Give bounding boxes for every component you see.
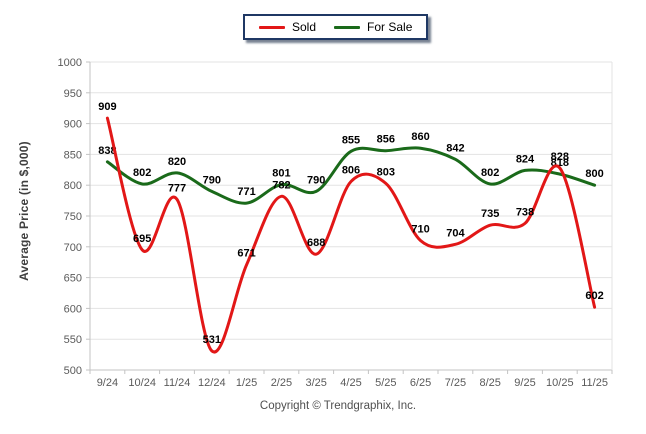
data-label: 801 [272,168,290,180]
data-label: 860 [411,131,429,143]
legend-item-for-sale: For Sale [334,21,412,33]
data-label: 710 [411,224,429,236]
y-tick-label: 650 [64,273,82,285]
copyright-text: Copyright © Trendgraphix, Inc. [259,400,417,412]
x-tick-label: 5/25 [375,377,396,389]
data-label: 909 [98,101,116,113]
data-label: 800 [585,168,603,180]
data-label: 855 [342,134,360,146]
x-tick-label: 11/24 [164,377,191,389]
data-label: 842 [446,142,464,154]
data-label: 856 [377,134,395,146]
series-line-sold [105,116,597,354]
x-tick-label: 10/25 [546,377,574,389]
y-tick-label: 600 [64,303,82,315]
data-label: 838 [98,145,116,157]
y-tick-label: 500 [64,365,82,377]
x-tick-label: 1/25 [236,377,257,389]
data-label: 820 [168,156,186,168]
data-label: 688 [307,237,325,249]
y-tick-label: 950 [64,88,82,100]
y-tick-label: 700 [64,242,82,254]
data-label: 704 [446,227,465,239]
x-tick-label: 6/25 [410,377,431,389]
x-tick-label: 7/25 [445,377,466,389]
chart-legend: Sold For Sale [243,14,429,40]
data-label: 803 [377,166,395,178]
data-label: 735 [481,208,499,220]
series-line-for-sale [105,146,597,205]
y-tick-label: 1000 [58,57,82,69]
x-tick-label: 9/24 [97,377,118,389]
data-label: 790 [203,174,221,186]
x-tick-label: 2/25 [271,377,292,389]
x-tick-label: 9/25 [514,377,535,389]
x-tick-label: 3/25 [305,377,326,389]
data-label: 802 [481,167,499,179]
y-tick-label: 900 [64,119,82,131]
legend-label-sold: Sold [292,20,317,34]
y-tick-label: 550 [64,334,82,346]
x-tick-label: 4/25 [340,377,361,389]
data-label: 790 [307,174,325,186]
data-label: 828 [551,151,569,163]
y-tick-label: 800 [64,180,82,192]
y-tick-label: 750 [64,211,82,223]
data-label: 738 [516,206,534,218]
y-tick-label: 850 [64,149,82,161]
x-tick-label: 12/24 [198,377,226,389]
data-label: 602 [585,290,603,302]
data-label: 531 [203,334,221,346]
x-tick-label: 10/24 [128,377,156,389]
data-label: 777 [168,182,186,194]
data-label: 695 [133,233,151,245]
data-label: 824 [516,153,535,165]
data-label: 771 [237,186,255,198]
legend-label-for-sale: For Sale [367,20,413,34]
data-label: 802 [133,167,151,179]
data-label: 806 [342,165,360,177]
data-label: 782 [272,179,290,191]
for-sale-line-icon [334,25,361,29]
data-label: 671 [237,248,255,260]
x-tick-label: 8/25 [479,377,500,389]
x-tick-label: 11/25 [581,377,608,389]
sold-line-icon [259,25,285,29]
legend-item-sold: Sold [259,21,316,33]
